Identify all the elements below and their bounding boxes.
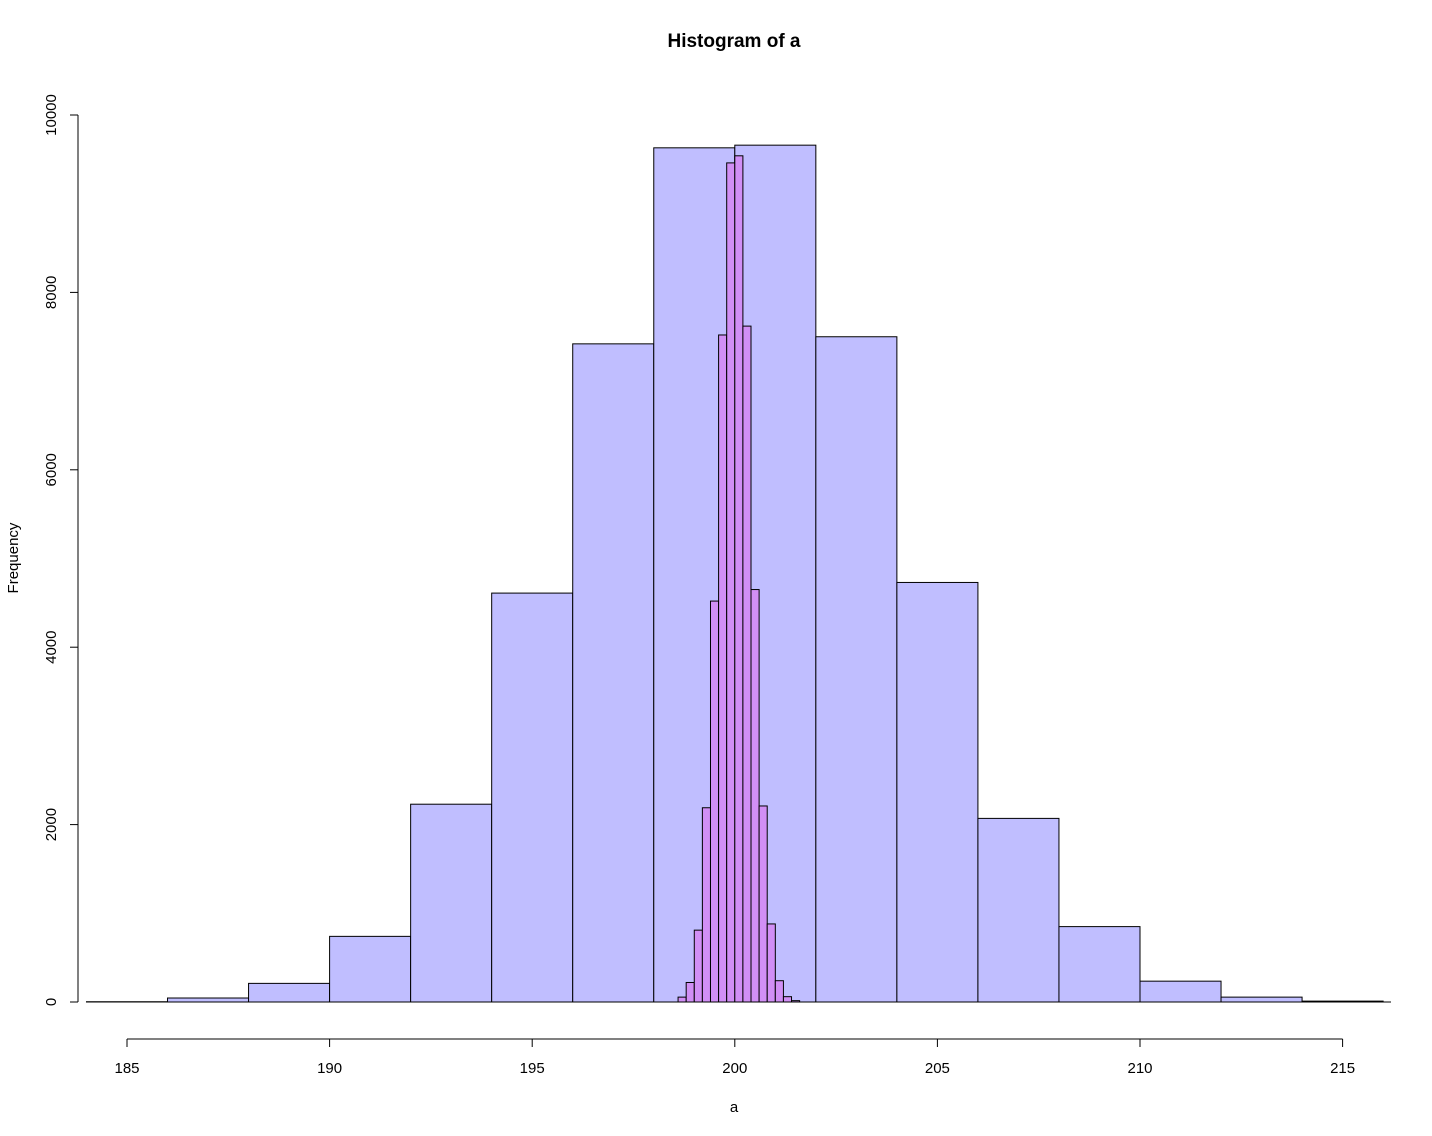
histogram-bar-series-2	[766, 923, 776, 1003]
histogram-bar-series-2	[742, 325, 752, 1003]
histogram-bar-series-2	[693, 929, 703, 1003]
histogram-bar-series-1	[167, 997, 250, 1003]
histogram-bar-series-1	[1139, 980, 1222, 1003]
y-axis-label: Frequency	[5, 522, 22, 593]
histogram-bar-series-2	[734, 155, 744, 1003]
y-tick-label: 6000	[43, 453, 60, 486]
histogram-bar-series-2	[677, 996, 687, 1003]
x-tick-label: 210	[1127, 1060, 1152, 1077]
histogram-bar-series-1	[896, 581, 979, 1003]
histogram-bars	[85, 144, 1384, 1003]
histogram-bar-series-2	[701, 807, 711, 1003]
x-tick-label: 185	[114, 1060, 139, 1077]
y-tick-label: 2000	[43, 808, 60, 841]
histogram-bar-series-1	[1058, 926, 1141, 1003]
x-tick-label: 205	[925, 1060, 950, 1077]
histogram-bar-series-2	[750, 589, 760, 1003]
histogram-bar-series-1	[977, 817, 1060, 1003]
y-tick-label: 0	[43, 998, 60, 1006]
histogram-bar-series-2	[726, 162, 736, 1003]
histogram-bar-series-2	[709, 600, 720, 1003]
y-axis: 0 2000 4000 6000 8000 10000	[43, 94, 79, 1006]
histogram-bar-series-1	[491, 592, 574, 1003]
histogram-bar-series-2	[718, 334, 728, 1003]
x-tick-label: 195	[520, 1060, 545, 1077]
x-axis: 185 190 195 200 205 210 215	[114, 1038, 1355, 1077]
histogram-bar-series-1	[248, 982, 331, 1003]
histogram-bar-series-2	[758, 805, 768, 1003]
x-tick-label: 215	[1330, 1060, 1355, 1077]
x-tick-label: 200	[722, 1060, 747, 1077]
histogram-bar-series-2	[685, 981, 695, 1003]
histogram-bar-series-2	[774, 980, 784, 1003]
y-tick-label: 8000	[43, 276, 60, 309]
x-axis-label: a	[730, 1099, 739, 1116]
x-tick-label: 190	[317, 1060, 342, 1077]
histogram-bar-series-2	[782, 996, 793, 1003]
histogram-bar-series-1	[572, 343, 655, 1003]
histogram-bar-series-1	[329, 935, 412, 1003]
y-tick-label: 4000	[43, 631, 60, 664]
chart-title: Histogram of a	[667, 31, 800, 52]
histogram-bar-series-1	[815, 336, 898, 1003]
histogram-bar-series-1	[1220, 996, 1303, 1003]
y-tick-label: 10000	[43, 94, 60, 136]
histogram-bar-series-1	[410, 803, 493, 1003]
